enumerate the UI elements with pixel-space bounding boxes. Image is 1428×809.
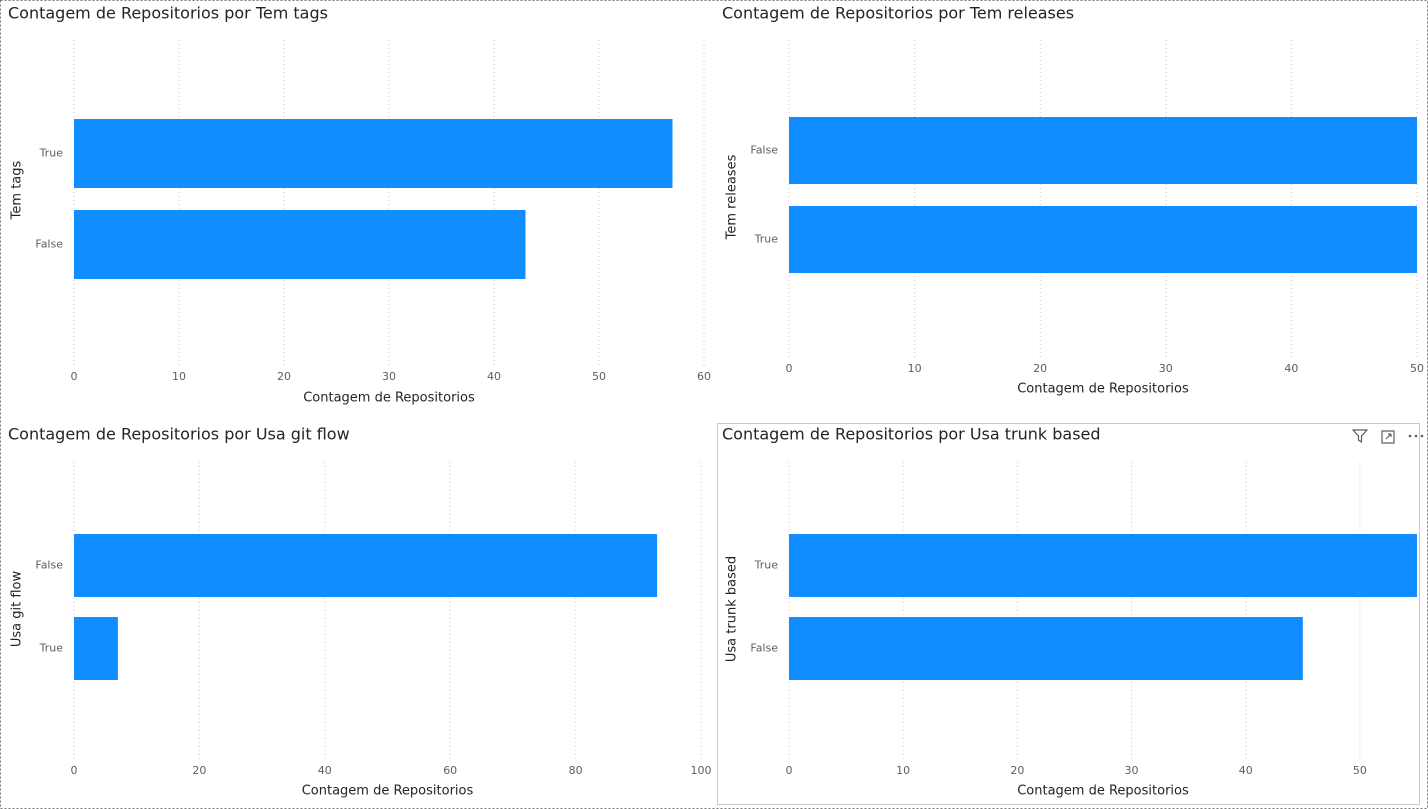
y-tick-label: True bbox=[39, 147, 64, 160]
bar bbox=[74, 119, 673, 188]
y-axis-title: Usa git flow bbox=[10, 571, 25, 648]
x-tick-label: 80 bbox=[569, 764, 583, 777]
x-tick-label: 50 bbox=[1410, 362, 1424, 375]
x-tick-label: 10 bbox=[172, 370, 186, 383]
bar bbox=[789, 617, 1303, 680]
focus-icon[interactable] bbox=[1381, 430, 1395, 444]
x-tick-label: 20 bbox=[277, 370, 291, 383]
chart-title: Contagem de Repositorios por Tem tags bbox=[8, 4, 328, 23]
y-tick-label: True bbox=[754, 233, 779, 246]
x-tick-label: 0 bbox=[786, 362, 793, 375]
y-axis-title: Usa trunk based bbox=[725, 556, 740, 662]
x-tick-label: 50 bbox=[592, 370, 606, 383]
bar bbox=[74, 210, 526, 279]
x-tick-label: 10 bbox=[908, 362, 922, 375]
x-tick-label: 20 bbox=[1010, 764, 1024, 777]
x-tick-label: 50 bbox=[1353, 764, 1367, 777]
bar bbox=[74, 617, 118, 680]
x-tick-label: 40 bbox=[487, 370, 501, 383]
y-tick-label: False bbox=[750, 642, 778, 655]
visual-header-icons[interactable] bbox=[1351, 429, 1395, 444]
x-tick-label: 100 bbox=[691, 764, 712, 777]
x-tick-label: 30 bbox=[382, 370, 396, 383]
x-tick-label: 30 bbox=[1125, 764, 1139, 777]
dot bbox=[1408, 434, 1412, 438]
chart-title: Contagem de Repositorios por Usa git flo… bbox=[8, 425, 350, 444]
x-axis-title: Contagem de Repositorios bbox=[1017, 382, 1189, 397]
y-tick-label: True bbox=[39, 642, 64, 655]
bar bbox=[789, 117, 1417, 184]
x-tick-label: 60 bbox=[697, 370, 711, 383]
x-tick-label: 0 bbox=[71, 764, 78, 777]
x-axis-title: Contagem de Repositorios bbox=[302, 784, 474, 799]
y-axis-title: Tem releases bbox=[725, 154, 740, 240]
x-tick-label: 40 bbox=[318, 764, 332, 777]
bar bbox=[74, 534, 658, 597]
x-axis-title: Contagem de Repositorios bbox=[1017, 784, 1189, 799]
x-tick-label: 60 bbox=[443, 764, 457, 777]
x-tick-label: 40 bbox=[1239, 764, 1253, 777]
x-tick-label: 30 bbox=[1159, 362, 1173, 375]
x-tick-label: 20 bbox=[192, 764, 206, 777]
y-tick-label: False bbox=[750, 144, 778, 157]
y-tick-label: True bbox=[754, 559, 779, 572]
x-tick-label: 10 bbox=[896, 764, 910, 777]
bar bbox=[789, 534, 1417, 597]
chart-title: Contagem de Repositorios por Usa trunk b… bbox=[722, 425, 1101, 444]
dot bbox=[1414, 434, 1418, 438]
y-tick-label: False bbox=[35, 559, 63, 572]
x-tick-label: 0 bbox=[71, 370, 78, 383]
more-options-icon[interactable] bbox=[1408, 434, 1424, 438]
x-axis-title: Contagem de Repositorios bbox=[303, 391, 475, 406]
y-tick-label: False bbox=[35, 238, 63, 251]
bar bbox=[789, 206, 1417, 273]
x-tick-label: 20 bbox=[1033, 362, 1047, 375]
filter-icon[interactable] bbox=[1351, 429, 1369, 444]
x-tick-label: 40 bbox=[1284, 362, 1298, 375]
chart-title: Contagem de Repositorios por Tem release… bbox=[722, 4, 1074, 23]
x-tick-label: 0 bbox=[786, 764, 793, 777]
y-axis-title: Tem tags bbox=[10, 160, 25, 220]
selected-visual-border bbox=[717, 423, 1420, 805]
dot bbox=[1420, 434, 1424, 438]
